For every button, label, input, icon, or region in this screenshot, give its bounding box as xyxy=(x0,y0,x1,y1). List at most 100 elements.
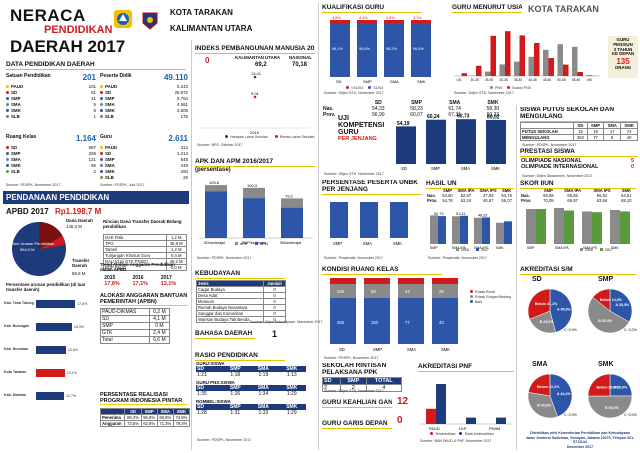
ruang-row-sd: SD 687 xyxy=(6,145,96,151)
usia-bar-pns xyxy=(485,71,491,76)
title-line1: NERACA xyxy=(10,6,86,25)
prestasi-cell: OLIMPIADE NASIONAL xyxy=(521,158,582,164)
pensiun-l5: ORANG xyxy=(614,65,632,71)
title-line3: DAERAH 2017 xyxy=(10,37,126,56)
usia-bar-nonpns xyxy=(548,58,554,76)
guru-row-sma: SMA 249 xyxy=(100,163,188,169)
kondisi-bar-rusak-ringan xyxy=(364,284,390,298)
hasil-cell: 53,75 xyxy=(501,193,512,198)
guru-usia-chart: <20 20-25 25-30 30-35 35-40 40-45 45-50 50-55 55… xyxy=(454,31,600,82)
rasio-gs-cell: 1:13 xyxy=(286,372,297,378)
rincian-cell: BOP PAUD xyxy=(103,264,167,271)
kual-bar-high xyxy=(411,23,431,77)
ipm-point-rerata xyxy=(253,95,257,99)
uji-cell: 58,23 xyxy=(410,106,423,112)
dana-daerah-label: Dana Daerah xyxy=(66,218,93,223)
rasio-rb-cell: 1:28 xyxy=(197,410,207,416)
usia-cat: 40-45 xyxy=(529,78,537,82)
rincian-title: Rincian Dana Transfer Daerah Bidang pend… xyxy=(103,219,182,229)
pip-cell: 55,9% xyxy=(140,414,158,421)
usia-bar-nonpns xyxy=(490,35,496,76)
rasio-gp-cell: SMP xyxy=(221,385,250,391)
kebudayaan-cell: Warisan Budaya Tak Benda xyxy=(195,316,265,323)
hasil-source: Sumber: Puspendik, November 2017 xyxy=(428,256,487,260)
hasil-cell: 45,67 xyxy=(482,198,494,203)
pnf-bar-tidak xyxy=(466,417,476,424)
pensiun-l2: PENSIUN xyxy=(613,41,633,47)
iiun-bar-2017 xyxy=(536,208,546,244)
iiun-cell: SMK xyxy=(621,188,632,193)
iiun-cell: 66,97 xyxy=(567,198,578,203)
prestasi-source: Sumber: Ditjen Dikdasmen, November 2017 xyxy=(522,174,593,178)
kondisi-bar-baik xyxy=(364,298,390,344)
kual-bottom-label: 95,6% xyxy=(359,47,370,51)
uji-t1: UJI xyxy=(338,115,349,122)
apbd-label: APBD 2017 xyxy=(6,207,49,216)
satuan-row-slb: SLB 1 xyxy=(6,114,96,120)
putus-cell: 77 xyxy=(586,134,605,141)
usia-legend-1: PNS xyxy=(495,86,503,90)
rasio-title: RASIO PENDIDIKAN xyxy=(195,352,285,361)
pip-table: SD SMP SMA SMK Penerima 69,3% 55,9% 66,8% 74,8% A… xyxy=(99,408,191,427)
uji-bar xyxy=(456,119,476,164)
peserta-row-smk: SMK 3.505 xyxy=(100,108,188,114)
ruang-row-smp: SMP 259 xyxy=(6,151,96,157)
uji-bar xyxy=(486,119,506,164)
unbk-chart: SMP SMA SMK xyxy=(330,202,408,246)
ruang-row-sma: SMA 121 xyxy=(6,157,96,163)
usia-cat: >60 xyxy=(587,78,593,82)
unbk-cat: SMA xyxy=(363,241,372,246)
pip-row: Anggaran 73,5% 62,8% 71,3% 79,3% xyxy=(99,420,191,427)
hasil-cat: SMP xyxy=(430,246,438,250)
pie-slice-belum xyxy=(587,373,611,397)
akred-smp-pie: A 33,3% B 52,4% C: 0,0% Belum 14,3% xyxy=(587,288,638,334)
prestasi-title: PRESTASI SISWA xyxy=(520,148,638,157)
hasil-bar-2017 xyxy=(460,215,468,244)
uji-cell: 60,07 xyxy=(410,112,423,118)
uji-value: 54,19 xyxy=(397,121,410,127)
kondisi-mid-value: 183 xyxy=(371,320,379,325)
kual-top-label: 3,1% xyxy=(413,16,422,20)
unbk-cat: SMP xyxy=(333,241,342,246)
kual-bar-low xyxy=(330,20,350,23)
rasio-rb-cell: 1:33 xyxy=(258,410,269,416)
kondisi-bar-rusak-ringan xyxy=(398,284,424,298)
rasio-gs-row: SD SMP SMA SMK xyxy=(196,366,306,372)
alokasi-row: SMP 0 M xyxy=(100,322,171,330)
usia-cat: 35-40 xyxy=(514,78,522,82)
prestasi-cell: 5 xyxy=(630,158,635,164)
prestasi-cell: OLIMPIADE INTERNASIONAL xyxy=(521,164,599,170)
akred-smk-pie: A 25,0% B 50,0% C: 0,0% Belum 25,0% xyxy=(587,373,638,419)
kual-legend-2: S1/D4 xyxy=(373,86,384,90)
guru-usia-title: GURU MENURUT USIA xyxy=(452,4,522,13)
kualifikasi-legend: <S1/D4 S1/D4 xyxy=(346,86,383,90)
uji-value: 60,73 xyxy=(457,114,470,120)
apm-bar xyxy=(205,191,227,238)
hasil-value: 50,73 xyxy=(434,212,444,216)
hasil-un-table: SMP SMA IPA SMA IPS SMK Nas. 54,50 52,67 47,93 5… xyxy=(426,188,514,203)
usia-bar-nonpns xyxy=(519,35,525,76)
kebudayaan-table: Jenis Jumlah Cagar Budaya 0 Desa Adat 0 Museum… xyxy=(195,280,286,323)
pnf-cat: PAUD xyxy=(429,426,440,431)
hasil-bar-2017 xyxy=(482,217,490,244)
iiun-cell: 63,64 xyxy=(596,198,608,203)
pensiun-l3: 3 TAHUN xyxy=(613,46,633,52)
alokasi-cell: GTK xyxy=(100,329,150,337)
prestasi-row: OLIMPIADE INTERNASIONAL 0 xyxy=(520,164,636,170)
iiun-bar-2016 xyxy=(554,208,564,244)
pip-cell: 74,8% xyxy=(172,414,191,421)
ruang-total: 1.164 xyxy=(75,134,96,143)
putus-row: SD SMP SMA SMK xyxy=(519,122,638,129)
kualifikasi-chart: 4,9% 96,1% SD 4,4% 95,6% SMP 4,8% 95,2% SMA 3,1% 9… xyxy=(330,16,431,84)
kondisi-title: KONDISI RUANG KELAS xyxy=(322,266,442,275)
uji-cell: 54,33 xyxy=(372,106,385,112)
iiun-cell: 66,69 xyxy=(543,193,554,198)
usia-source: Sumber: Ditjen GTK, November 2017 xyxy=(454,91,514,95)
rintisan-cell: SD xyxy=(321,377,342,385)
pip-title: PERSENTASE REALISASI PROGRAM INDONESIA P… xyxy=(100,392,188,405)
guru-row-paud: PAUD 314 xyxy=(100,145,188,151)
bahasa-value: 1 xyxy=(272,329,278,339)
uji-title: UJI KOMPETENSI GURU PER JENJANG xyxy=(338,115,384,143)
pie-value-non-urusan: 964,0 M xyxy=(20,247,34,252)
peserta-label: Peserta Didik xyxy=(100,73,132,79)
